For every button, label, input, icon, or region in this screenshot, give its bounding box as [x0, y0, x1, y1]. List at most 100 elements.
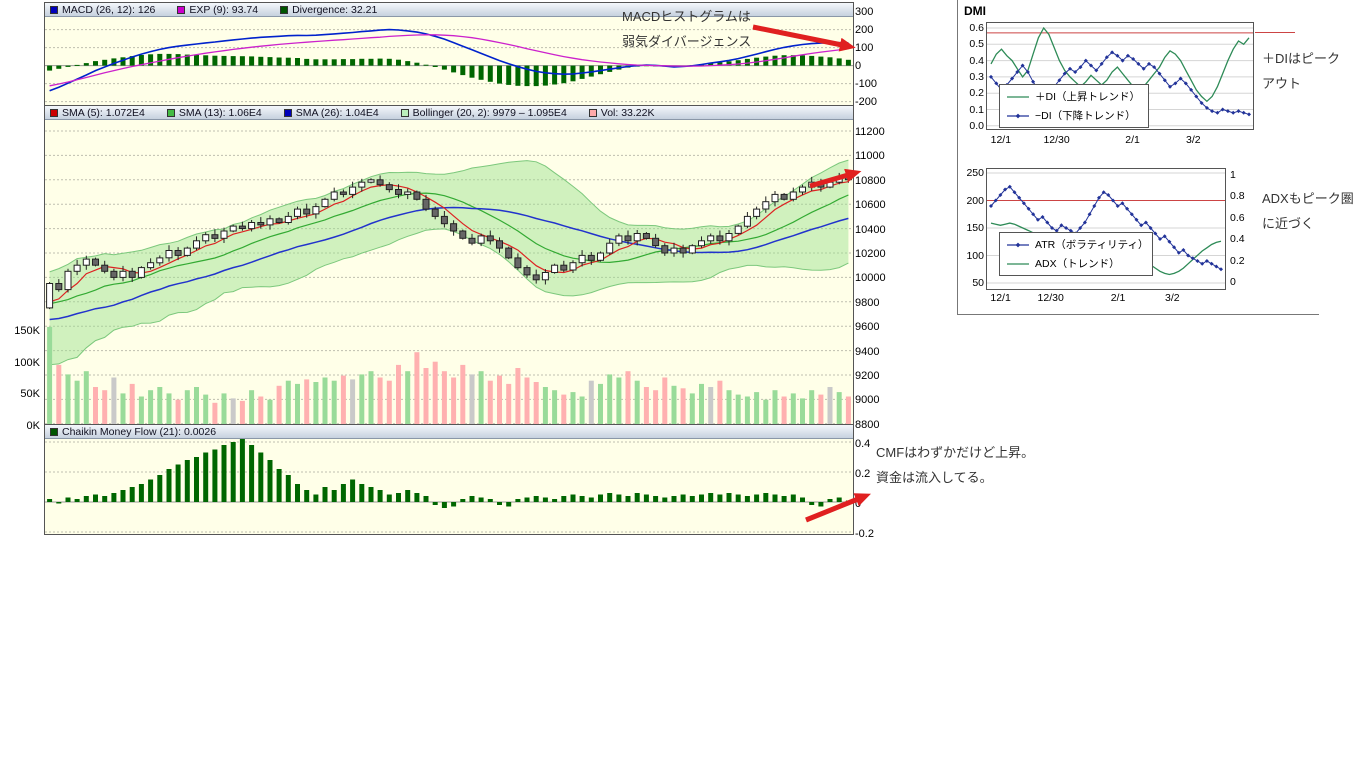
exp-swatch: [177, 5, 186, 14]
macd-panel-header: MACD (26, 12): 126 EXP (9): 93.74 Diverg…: [45, 3, 853, 17]
atr-legend-row: ATR（ボラティリティ）: [1006, 236, 1148, 254]
plus-di-line-sample: [1006, 92, 1030, 102]
exp-line: [49, 34, 849, 87]
axis-label: 9800: [855, 296, 880, 309]
cmf-legend-label: Chaikin Money Flow (21): 0.0026: [62, 425, 217, 438]
axis-label: 1: [1230, 169, 1236, 181]
axis-label: 100: [855, 41, 874, 54]
axis-label: 10600: [855, 199, 886, 212]
volume-bars: [47, 326, 851, 424]
macd-plot: [45, 17, 853, 106]
atr-legend: ATR（ボラティリティ） ADX（トレンド）: [999, 232, 1153, 276]
axis-label: 0.5: [969, 38, 984, 51]
divergence-legend-label: Divergence: 32.21: [292, 3, 378, 16]
axis-label: 0.2: [855, 468, 871, 480]
macd-note-line2: 弱気ダイバージェンス: [622, 34, 752, 49]
sma13-line: [49, 192, 849, 305]
axis-label: 50: [972, 277, 984, 289]
cmf-legend-item: Chaikin Money Flow (21): 0.0026: [50, 426, 216, 438]
price-panel-header: SMA (5): 1.072E4 SMA (13): 1.06E4 SMA (2…: [45, 106, 853, 120]
exp-legend-label: EXP (9): 93.74: [189, 3, 259, 16]
axis-label: 150K: [14, 325, 40, 338]
axis-label: 12/1: [990, 134, 1012, 146]
axis-label: 0.3: [969, 70, 984, 83]
dmi-section: DMI 0.6 0.5 0.4 0.3 0.2 0.1 0.0 12/1 12/30 2/1 3/…: [957, 0, 1319, 315]
macd-annotation-note: MACDヒストグラムは 弱気ダイバージェンス: [622, 4, 751, 54]
axis-label: 0: [855, 59, 862, 72]
axis-label: 10800: [855, 174, 886, 187]
bollinger-swatch: [400, 108, 409, 117]
sma5-legend-item: SMA (5): 1.072E4: [50, 107, 145, 119]
adx-annotation-note: ADXもピーク圏 に近づく: [1262, 186, 1354, 236]
cmf-annotation-note: CMFはわずかだけど上昇。 資金は流入してる。: [876, 440, 1034, 490]
chart-stack: MACD (26, 12): 126 EXP (9): 93.74 Diverg…: [44, 2, 854, 535]
sma5-line: [49, 181, 849, 303]
atr-line-sample: [1006, 240, 1030, 250]
axis-label: 10400: [855, 223, 886, 236]
bollinger-legend-label: Bollinger (20, 2): 9979 – 1.095E4: [412, 106, 567, 119]
sma26-legend-item: SMA (26): 1.04E4: [283, 107, 379, 119]
dmi-legend: ＋DI（上昇トレンド） −DI（下降トレンド）: [999, 84, 1149, 128]
sma26-line: [49, 206, 849, 321]
axis-label: 0: [855, 498, 862, 510]
macd-histogram-bars: [47, 53, 851, 87]
divergence-legend-item: Divergence: 32.21: [280, 4, 377, 16]
cmf-chart: [45, 439, 853, 533]
axis-label: -200: [855, 95, 878, 108]
axis-label: 0: [1230, 276, 1236, 288]
axis-label: 10000: [855, 272, 886, 285]
dmi-ref-line-extension: [1255, 31, 1295, 33]
axis-label: 3/2: [1186, 134, 1201, 146]
axis-label: 0.4: [855, 438, 871, 450]
dmi-annotation-note: ＋DIはピーク アウト: [1262, 46, 1340, 96]
axis-label: 0.6: [1230, 211, 1245, 224]
plus-di-line: [990, 26, 1250, 103]
axis-label: 9000: [855, 394, 880, 407]
axis-label: 300: [855, 5, 874, 18]
axis-label: 10200: [855, 247, 886, 260]
minus-di-legend-row: −DI（下降トレンド）: [1006, 107, 1142, 125]
axis-label: 250: [966, 167, 984, 179]
divergence-swatch: [280, 5, 289, 14]
axis-label: 100: [966, 249, 984, 262]
axis-label: 9200: [855, 369, 880, 382]
legend-line-sample: [1007, 242, 1029, 247]
macd-chart: [45, 28, 853, 103]
right-axis-labels: 300 200 100 0 -100 -200 11200 11000 10800 10600 10…: [855, 0, 901, 545]
axis-label: 12/30: [1037, 292, 1064, 304]
axis-label: 9600: [855, 321, 880, 334]
dmi-note-line2: アウト: [1262, 76, 1302, 91]
legend-line-sample: [1007, 113, 1029, 118]
axis-label: 11200: [855, 125, 885, 138]
macd-line: [49, 28, 849, 92]
dmi-title: DMI: [964, 4, 986, 18]
axis-label: 100K: [14, 356, 40, 369]
axis-label: 8800: [855, 418, 880, 431]
bollinger-legend-item: Bollinger (20, 2): 9979 – 1.095E4: [400, 106, 567, 119]
axis-label: 9400: [855, 345, 880, 358]
axis-label: -0.2: [855, 528, 874, 540]
sma13-legend-label: SMA (13): 1.06E4: [178, 106, 262, 119]
price-chart: [45, 130, 853, 424]
axis-label: 200: [855, 23, 874, 36]
volume-swatch: [588, 108, 597, 117]
dmi-note-line1: ＋DIはピーク: [1262, 51, 1341, 66]
exp-legend-item: EXP (9): 93.74: [177, 4, 258, 16]
axis-label: 0.0: [969, 119, 984, 132]
macd-legend-item: MACD (26, 12): 126: [50, 4, 155, 16]
adx-legend-label: ADX（トレンド）: [1035, 258, 1120, 270]
plus-di-legend-row: ＋DI（上昇トレンド）: [1006, 88, 1142, 106]
axis-label: 0K: [26, 420, 40, 432]
price-plot: [45, 120, 853, 425]
minus-di-line-sample: [1006, 111, 1030, 121]
volume-legend-item: Vol: 33.22K: [588, 106, 655, 119]
axis-label: 2/1: [1110, 292, 1126, 304]
legend-line-sample: [1007, 95, 1029, 98]
minus-di-legend-label: −DI（下降トレンド）: [1035, 110, 1136, 122]
cmf-note-line1: CMFはわずかだけど上昇。: [876, 445, 1035, 460]
axis-label: 0.6: [969, 22, 984, 34]
axis-label: -100: [855, 77, 878, 90]
volume-legend-label: Vol: 33.22K: [600, 106, 655, 119]
macd-note-line1: MACDヒストグラムは: [622, 9, 751, 24]
sma5-swatch: [50, 108, 58, 117]
